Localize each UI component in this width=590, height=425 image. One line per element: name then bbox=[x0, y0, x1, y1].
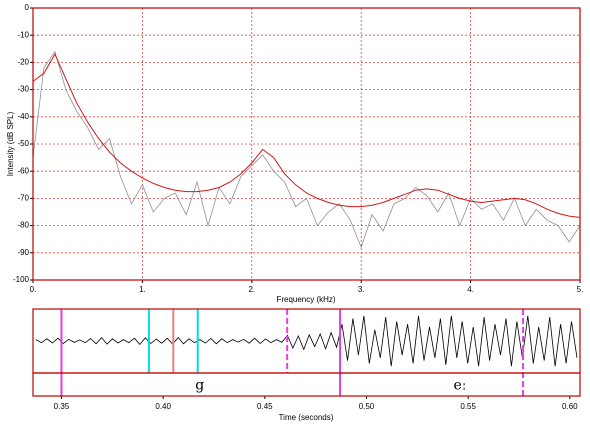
segment-label: g bbox=[195, 378, 204, 394]
x-tick-label: 0.35 bbox=[54, 402, 70, 411]
x-tick-label: 4. bbox=[467, 285, 474, 294]
time-axis-title: Time (seconds) bbox=[279, 413, 334, 422]
x-tick-label: 0.50 bbox=[359, 402, 375, 411]
waveform bbox=[35, 315, 578, 367]
y-tick-label: -100 bbox=[13, 275, 30, 284]
y-tick-label: -50 bbox=[17, 139, 29, 148]
y-tick-label: -20 bbox=[17, 58, 29, 67]
y-tick-label: -40 bbox=[17, 112, 29, 121]
x-tick-label: 0.55 bbox=[460, 402, 476, 411]
x-tick-label: 0.45 bbox=[257, 402, 273, 411]
x-tick-label: 0.40 bbox=[155, 402, 171, 411]
y-tick-label: -90 bbox=[17, 248, 29, 257]
y-axis-title: Intensity (dB SPL) bbox=[6, 111, 15, 176]
tier-frame bbox=[32, 372, 581, 397]
x-tick-label: 1. bbox=[139, 285, 146, 294]
x-tick-label: 0. bbox=[30, 285, 37, 294]
y-tick-label: -10 bbox=[17, 30, 29, 39]
y-tick-label: -80 bbox=[17, 221, 29, 230]
y-tick-label: -30 bbox=[17, 85, 29, 94]
plot-frame bbox=[32, 7, 581, 281]
y-tick-label: -60 bbox=[17, 166, 29, 175]
x-tick-label: 5. bbox=[577, 285, 584, 294]
x-tick-label: 0.60 bbox=[562, 402, 578, 411]
series-line bbox=[32, 53, 581, 218]
x-tick-label: 2. bbox=[248, 285, 255, 294]
x-axis-title: Frequency (kHz) bbox=[276, 295, 335, 304]
segment-label: eː bbox=[454, 378, 467, 394]
y-tick-label: -70 bbox=[17, 194, 29, 203]
series-line bbox=[32, 50, 581, 249]
x-tick-label: 3. bbox=[358, 285, 365, 294]
y-tick-label: 0 bbox=[25, 3, 30, 12]
